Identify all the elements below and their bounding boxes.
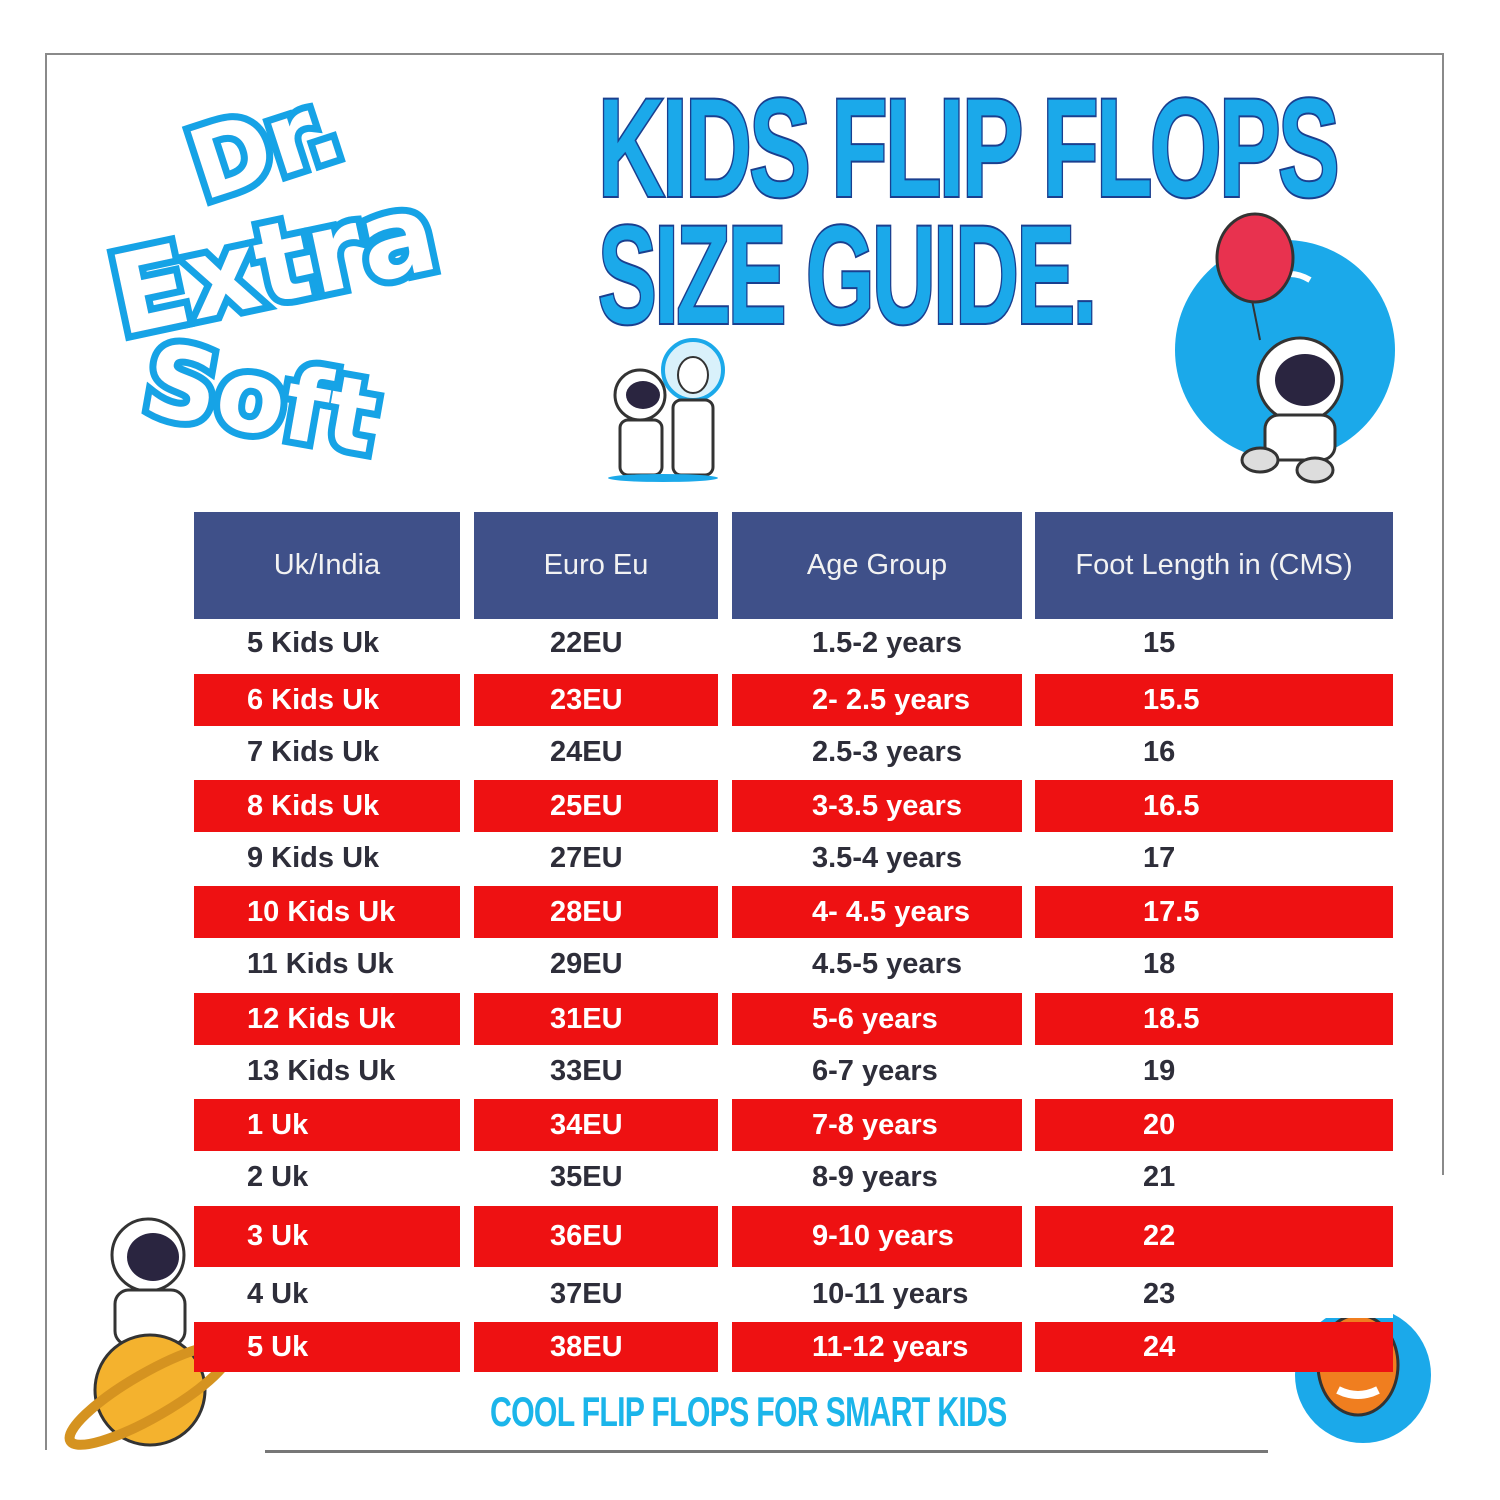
column-header: Uk/India [194,512,460,619]
divider [265,1450,1268,1453]
table-cell: 23EU [474,674,718,726]
column-header: Age Group [732,512,1022,619]
table-cell: 1.5-2 years [732,620,1022,666]
table-cell: 28EU [474,886,718,938]
table-cell: 22 [1035,1206,1393,1267]
table-cell: 25EU [474,780,718,832]
table-cell: 17.5 [1035,886,1393,938]
table-cell: 15 [1035,620,1393,666]
table-cell: 11 Kids Uk [194,939,460,989]
table-cell: 6-7 years [732,1046,1022,1096]
table-cell: 4 Uk [194,1270,460,1318]
table-cell: 10-11 years [732,1270,1022,1318]
balloon-astronaut-illustration [1175,212,1395,484]
table-cell: 11-12 years [732,1322,1022,1372]
table-cell: 3.5-4 years [732,833,1022,883]
table-cell: 6 Kids Uk [194,674,460,726]
table-cell: 34EU [474,1099,718,1151]
page-subtitle: SIZE GUIDE. [597,196,1099,353]
table-cell: 5 Uk [194,1322,460,1372]
table-cell: 1 Uk [194,1099,460,1151]
table-cell: 2.5-3 years [732,727,1022,777]
table-cell: 4.5-5 years [732,939,1022,989]
table-cell: 8 Kids Uk [194,780,460,832]
table-cell: 33EU [474,1046,718,1096]
logo-text: Soft [130,314,393,484]
table-cell: 16.5 [1035,780,1393,832]
table-cell: 5-6 years [732,993,1022,1045]
table-cell: 16 [1035,727,1393,777]
table-cell: 9 Kids Uk [194,833,460,883]
table-cell: 10 Kids Uk [194,886,460,938]
table-cell: 12 Kids Uk [194,993,460,1045]
table-cell: 15.5 [1035,674,1393,726]
table-cell: 3 Uk [194,1206,460,1267]
column-header: Foot Length in (CMS) [1035,512,1393,619]
table-cell: 35EU [474,1152,718,1202]
table-cell: 36EU [474,1206,718,1267]
table-cell: 29EU [474,939,718,989]
table-cell: 2 Uk [194,1152,460,1202]
table-cell: 22EU [474,620,718,666]
column-header: Euro Eu [474,512,718,619]
page-title: KIDS FLIP FLOPS [597,69,1341,226]
table-cell: 2- 2.5 years [732,674,1022,726]
table-cell: 37EU [474,1270,718,1318]
frame-border [1442,53,1444,1175]
table-cell: 7-8 years [732,1099,1022,1151]
tagline: COOL FLIP FLOPS FOR SMART KIDS [490,1388,1007,1435]
table-cell: 18.5 [1035,993,1393,1045]
table-cell: 18 [1035,939,1393,989]
table-cell: 27EU [474,833,718,883]
astronaut-llama-illustration [608,338,725,482]
brand-logo: Dr. Extra Soft [90,63,470,484]
table-cell: 23 [1035,1270,1393,1318]
table-cell: 5 Kids Uk [194,620,460,666]
table-cell: 24EU [474,727,718,777]
table-cell: 20 [1035,1099,1393,1151]
table-cell: 17 [1035,833,1393,883]
table-cell: 9-10 years [732,1206,1022,1267]
table-cell: 38EU [474,1322,718,1372]
table-cell: 3-3.5 years [732,780,1022,832]
table-cell: 31EU [474,993,718,1045]
frame-border [45,53,1443,55]
table-cell: 13 Kids Uk [194,1046,460,1096]
table-cell: 8-9 years [732,1152,1022,1202]
table-cell: 19 [1035,1046,1393,1096]
table-cell: 7 Kids Uk [194,727,460,777]
table-cell: 24 [1035,1322,1393,1372]
frame-border [45,53,47,1450]
table-cell: 21 [1035,1152,1393,1202]
table-cell: 4- 4.5 years [732,886,1022,938]
